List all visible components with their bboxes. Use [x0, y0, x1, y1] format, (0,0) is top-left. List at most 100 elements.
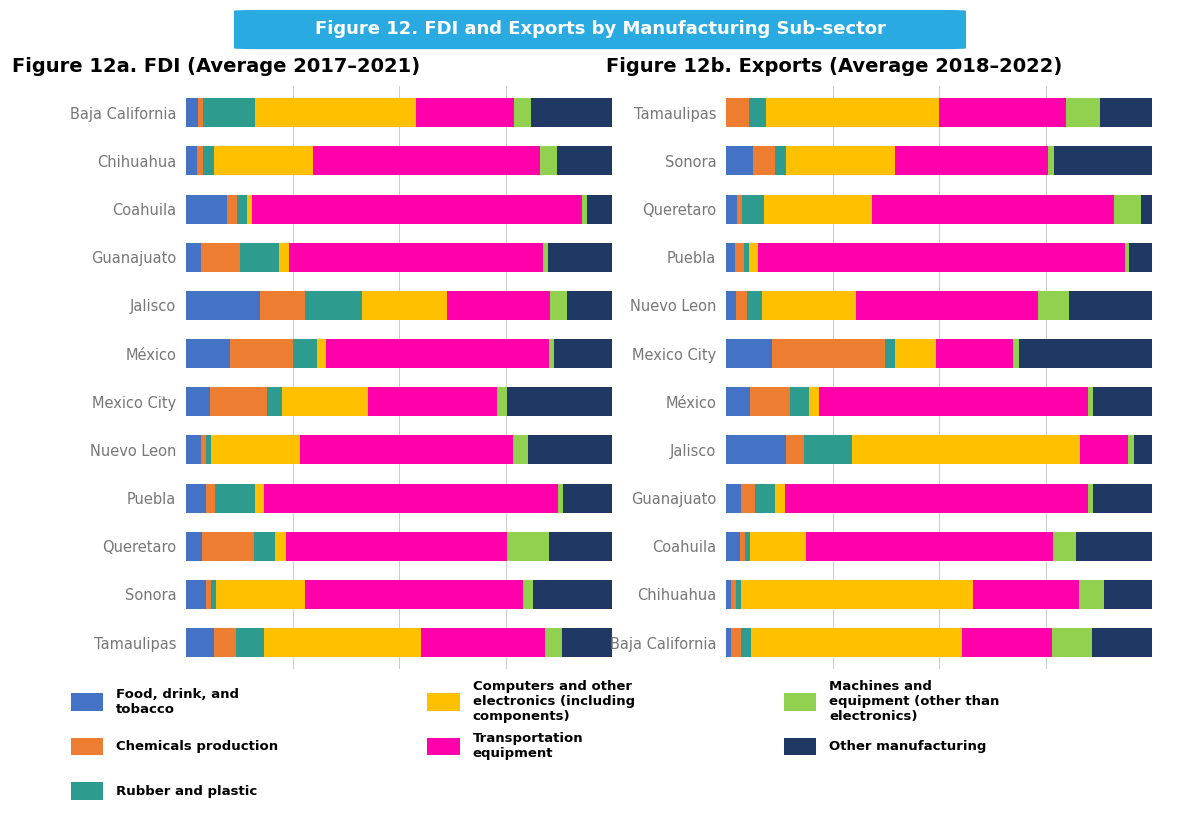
- Bar: [186, 628, 214, 657]
- Bar: [240, 243, 280, 272]
- Bar: [1115, 195, 1141, 223]
- Bar: [197, 146, 203, 176]
- Bar: [1080, 435, 1128, 465]
- Bar: [1129, 243, 1152, 272]
- Bar: [1128, 435, 1134, 465]
- Bar: [786, 146, 895, 176]
- Bar: [247, 195, 252, 223]
- Bar: [1076, 532, 1152, 561]
- Bar: [940, 99, 1066, 127]
- Bar: [758, 243, 1124, 272]
- Bar: [256, 99, 416, 127]
- Bar: [1093, 388, 1152, 416]
- Bar: [820, 388, 1088, 416]
- Bar: [540, 146, 557, 176]
- Bar: [740, 532, 745, 561]
- Bar: [206, 435, 211, 465]
- Bar: [1124, 243, 1129, 272]
- Bar: [211, 435, 300, 465]
- Text: Transportation
equipment: Transportation equipment: [473, 732, 583, 760]
- Bar: [198, 99, 203, 127]
- Bar: [289, 243, 544, 272]
- Bar: [1088, 388, 1093, 416]
- Bar: [186, 146, 197, 176]
- Bar: [755, 484, 775, 512]
- Bar: [71, 782, 103, 800]
- Text: Figure 12. FDI and Exports by Manufacturing Sub-sector: Figure 12. FDI and Exports by Manufactur…: [314, 20, 886, 38]
- Bar: [205, 484, 215, 512]
- Bar: [203, 146, 214, 176]
- Bar: [276, 532, 286, 561]
- Bar: [886, 339, 895, 368]
- Bar: [737, 291, 746, 320]
- Bar: [726, 291, 737, 320]
- Bar: [326, 339, 550, 368]
- Bar: [427, 693, 460, 711]
- Bar: [772, 339, 886, 368]
- Bar: [746, 291, 762, 320]
- Bar: [784, 738, 816, 755]
- Bar: [523, 580, 533, 609]
- Bar: [763, 195, 871, 223]
- Bar: [362, 291, 448, 320]
- Bar: [1141, 195, 1152, 223]
- Bar: [214, 628, 236, 657]
- Bar: [264, 484, 558, 512]
- Bar: [745, 532, 750, 561]
- Bar: [545, 628, 562, 657]
- Bar: [784, 693, 816, 711]
- Bar: [731, 628, 742, 657]
- Bar: [200, 243, 240, 272]
- Bar: [726, 628, 731, 657]
- Bar: [1019, 339, 1152, 368]
- Bar: [200, 435, 206, 465]
- Bar: [544, 243, 548, 272]
- Bar: [806, 532, 1052, 561]
- Text: Other manufacturing: Other manufacturing: [829, 740, 986, 753]
- Bar: [973, 580, 1079, 609]
- Bar: [252, 195, 582, 223]
- Text: Chemicals production: Chemicals production: [116, 740, 278, 753]
- Bar: [210, 388, 268, 416]
- Bar: [282, 388, 368, 416]
- Bar: [186, 195, 227, 223]
- Bar: [514, 99, 532, 127]
- Bar: [726, 146, 754, 176]
- Bar: [726, 339, 772, 368]
- Bar: [736, 580, 740, 609]
- Text: Computers and other
electronics (including
components): Computers and other electronics (includi…: [473, 681, 635, 723]
- Bar: [202, 532, 254, 561]
- Bar: [742, 195, 763, 223]
- Bar: [1052, 532, 1076, 561]
- Bar: [550, 339, 554, 368]
- Bar: [264, 628, 421, 657]
- Bar: [961, 628, 1051, 657]
- Bar: [186, 532, 202, 561]
- Bar: [726, 195, 737, 223]
- Bar: [532, 99, 612, 127]
- Bar: [317, 339, 326, 368]
- Bar: [1066, 99, 1100, 127]
- Bar: [1079, 580, 1104, 609]
- Bar: [856, 291, 1038, 320]
- Bar: [305, 580, 523, 609]
- Bar: [427, 738, 460, 755]
- Bar: [280, 243, 289, 272]
- Bar: [71, 693, 103, 711]
- Bar: [762, 291, 856, 320]
- Bar: [804, 435, 852, 465]
- Bar: [852, 435, 1080, 465]
- Bar: [368, 388, 497, 416]
- Bar: [1100, 99, 1152, 127]
- Bar: [416, 99, 514, 127]
- Bar: [558, 484, 563, 512]
- Bar: [775, 146, 786, 176]
- Bar: [497, 388, 506, 416]
- Bar: [1051, 628, 1092, 657]
- FancyBboxPatch shape: [234, 10, 966, 49]
- Bar: [1088, 484, 1093, 512]
- Bar: [554, 339, 612, 368]
- Bar: [936, 339, 1014, 368]
- Bar: [186, 339, 229, 368]
- Bar: [737, 195, 742, 223]
